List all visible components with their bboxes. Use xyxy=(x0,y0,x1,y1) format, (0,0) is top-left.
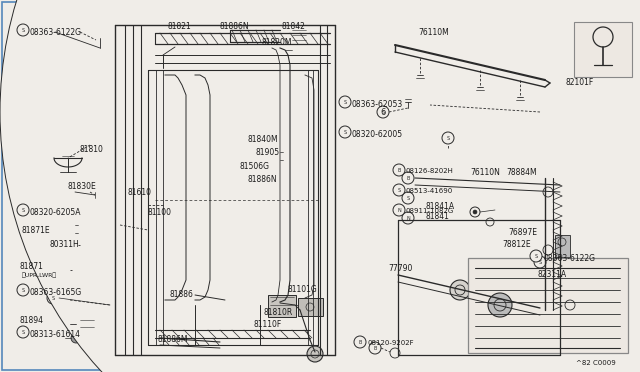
Text: 81886: 81886 xyxy=(170,290,194,299)
Bar xyxy=(283,145,311,167)
Circle shape xyxy=(369,342,381,354)
Text: 81840M: 81840M xyxy=(248,135,278,144)
Bar xyxy=(225,308,250,326)
Text: 81506G: 81506G xyxy=(240,162,270,171)
Text: 78884M: 78884M xyxy=(506,168,536,177)
Text: 81886M: 81886M xyxy=(158,335,189,344)
Text: 81886N: 81886N xyxy=(248,175,278,184)
Text: S: S xyxy=(21,330,24,334)
Text: S: S xyxy=(447,135,449,141)
Text: 80311H: 80311H xyxy=(50,240,80,249)
Text: S: S xyxy=(51,295,54,301)
Text: B: B xyxy=(373,346,377,350)
Text: B: B xyxy=(397,167,401,173)
Text: S: S xyxy=(397,187,401,192)
Text: 81810: 81810 xyxy=(80,145,104,154)
Text: 81810R: 81810R xyxy=(264,308,293,317)
Text: 81821: 81821 xyxy=(167,22,191,31)
Circle shape xyxy=(393,184,405,196)
Text: 08320-62005: 08320-62005 xyxy=(352,130,403,139)
Bar xyxy=(574,22,632,77)
Text: 81841: 81841 xyxy=(426,212,450,221)
Text: S: S xyxy=(534,253,538,259)
Text: 08320-6205A: 08320-6205A xyxy=(30,208,81,217)
Text: 78812E: 78812E xyxy=(502,240,531,249)
Text: N: N xyxy=(397,208,401,212)
Text: S: S xyxy=(344,129,347,135)
Text: 08120-9202F: 08120-9202F xyxy=(367,340,413,346)
Circle shape xyxy=(442,132,454,144)
Bar xyxy=(200,165,255,190)
Text: 81110F: 81110F xyxy=(254,320,282,329)
Text: 6: 6 xyxy=(380,108,386,116)
Circle shape xyxy=(78,240,88,250)
Bar xyxy=(78,225,96,233)
Text: 76897E: 76897E xyxy=(508,228,537,237)
Text: 81820M: 81820M xyxy=(262,38,292,47)
Text: 81886N: 81886N xyxy=(220,22,250,31)
Text: 81871: 81871 xyxy=(20,262,44,271)
Text: 08363-6122G: 08363-6122G xyxy=(543,254,595,263)
Circle shape xyxy=(71,333,81,343)
Text: 81101G: 81101G xyxy=(288,285,317,294)
Text: B: B xyxy=(406,176,410,180)
Bar xyxy=(555,235,570,257)
Circle shape xyxy=(402,192,414,204)
Text: 81842: 81842 xyxy=(282,22,306,31)
Text: 76110N: 76110N xyxy=(470,168,500,177)
Circle shape xyxy=(307,346,323,362)
Text: 76110M: 76110M xyxy=(418,28,449,37)
Circle shape xyxy=(488,293,512,317)
Text: 81905: 81905 xyxy=(256,148,280,157)
Bar xyxy=(72,273,100,279)
Bar xyxy=(290,28,308,48)
Text: 82311A: 82311A xyxy=(538,270,567,279)
Bar xyxy=(72,265,100,271)
Text: 81841A: 81841A xyxy=(426,202,455,211)
Circle shape xyxy=(93,191,101,199)
Text: 08363-6122G: 08363-6122G xyxy=(30,28,82,37)
Text: S: S xyxy=(381,109,385,115)
Circle shape xyxy=(47,292,59,304)
Bar xyxy=(76,317,98,331)
Text: 08363-6165G: 08363-6165G xyxy=(30,288,83,297)
Bar xyxy=(298,298,323,316)
Text: 〈UPR,LWR〉: 〈UPR,LWR〉 xyxy=(22,272,57,278)
Text: 82101F: 82101F xyxy=(566,78,595,87)
Bar xyxy=(468,258,628,353)
Text: B: B xyxy=(358,340,362,344)
Circle shape xyxy=(393,204,405,216)
Circle shape xyxy=(473,210,477,214)
Bar xyxy=(268,295,296,317)
Text: ^82 C0009: ^82 C0009 xyxy=(576,360,616,366)
Text: 81830E: 81830E xyxy=(67,182,96,191)
Text: 08126-8202H: 08126-8202H xyxy=(406,168,454,174)
Text: S: S xyxy=(344,99,347,105)
Text: 08363-62053: 08363-62053 xyxy=(352,100,403,109)
Circle shape xyxy=(377,106,389,118)
Text: 77790: 77790 xyxy=(388,264,412,273)
Text: 81610: 81610 xyxy=(128,188,152,197)
Circle shape xyxy=(17,284,29,296)
Bar xyxy=(278,178,293,190)
Circle shape xyxy=(354,336,366,348)
Circle shape xyxy=(402,172,414,184)
Circle shape xyxy=(339,126,351,138)
Text: 81871E: 81871E xyxy=(22,226,51,235)
Text: 08313-61614: 08313-61614 xyxy=(30,330,81,339)
Circle shape xyxy=(450,280,470,300)
Text: 81894: 81894 xyxy=(20,316,44,325)
Text: S: S xyxy=(406,196,410,201)
Text: 81100: 81100 xyxy=(148,208,172,217)
Text: S: S xyxy=(538,260,541,264)
Bar xyxy=(96,35,104,41)
Circle shape xyxy=(17,204,29,216)
Circle shape xyxy=(534,256,546,268)
Circle shape xyxy=(81,243,85,247)
Text: N: N xyxy=(406,215,410,221)
Text: S: S xyxy=(21,208,24,212)
Circle shape xyxy=(530,250,542,262)
Circle shape xyxy=(339,96,351,108)
Circle shape xyxy=(17,326,29,338)
